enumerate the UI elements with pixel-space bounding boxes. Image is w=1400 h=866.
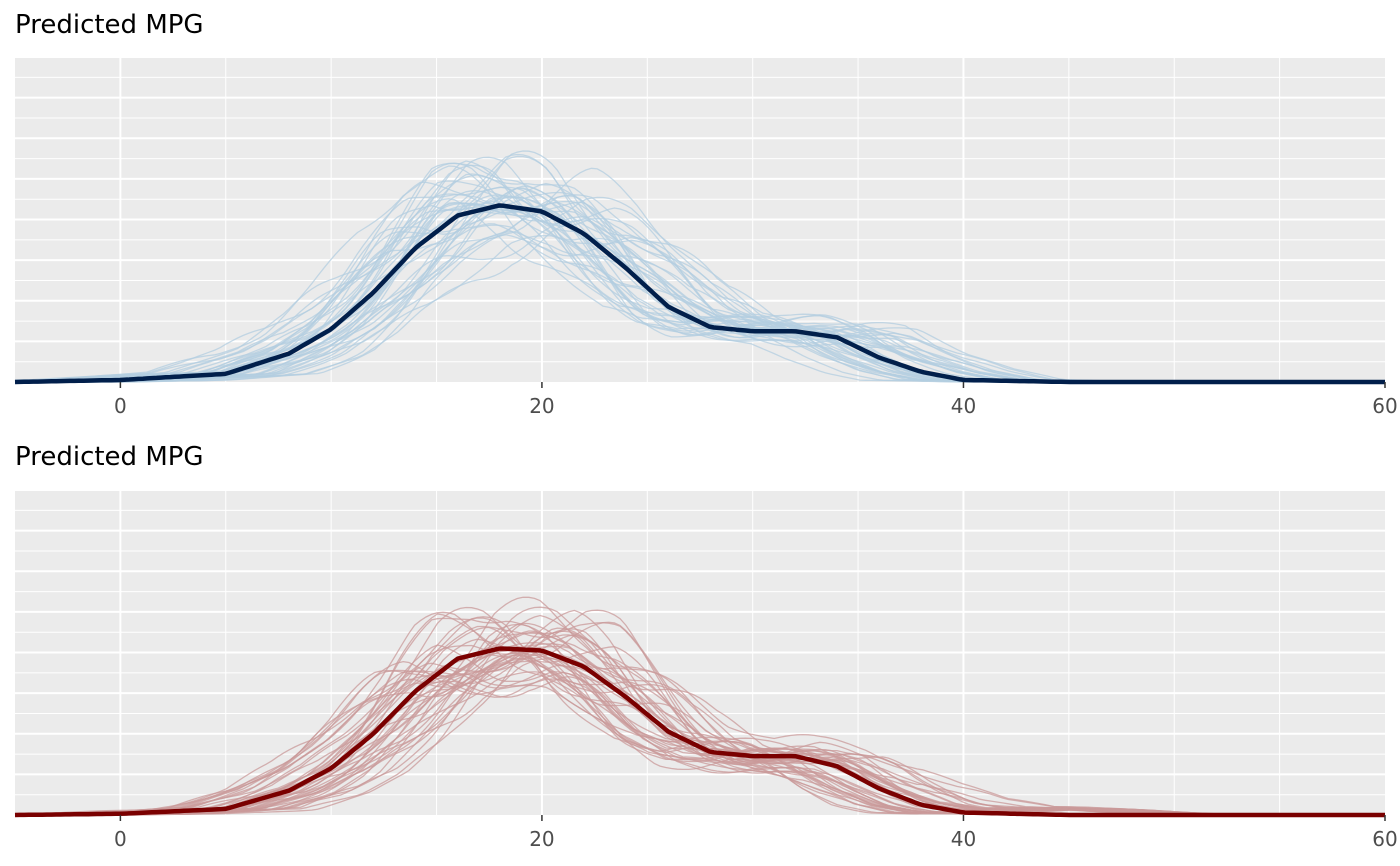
x-tick-label: 20 (529, 827, 554, 851)
bottom-density-chart: 0 20 40 60 (14, 489, 1398, 851)
x-tick-label: 20 (529, 394, 554, 418)
x-tick-label: 60 (1372, 827, 1397, 851)
x-tick-label: 40 (951, 827, 976, 851)
chart-title: Predicted MPG (15, 442, 204, 472)
x-tick-label: 0 (114, 394, 127, 418)
x-tick-label: 0 (114, 827, 127, 851)
top-density-chart: 0 20 40 60 (14, 56, 1398, 418)
observed-density-line (14, 646, 1385, 818)
top-panel: Predicted MPG 0 20 40 60 (14, 10, 1398, 418)
bottom-panel: Predicted MPG 0 20 40 60 (0, 433, 1400, 866)
chart-title: Predicted MPG (15, 10, 204, 40)
x-tick-label: 60 (1372, 394, 1397, 418)
observed-density-line (14, 203, 1385, 385)
x-tick-label: 40 (951, 394, 976, 418)
